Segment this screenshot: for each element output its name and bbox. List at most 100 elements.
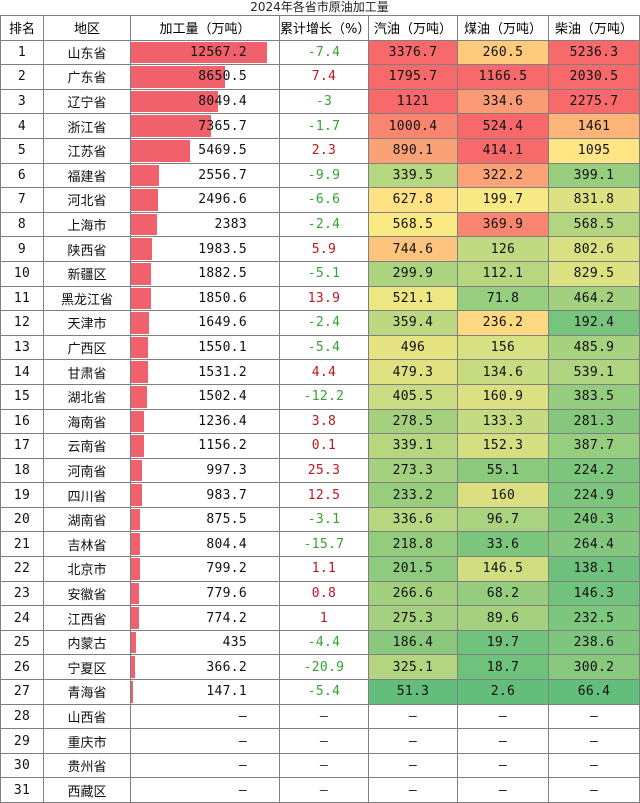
- processing-bar: [131, 656, 135, 679]
- processing-bar: [131, 164, 159, 187]
- growth-cell: -7.4: [279, 39, 369, 66]
- rank-cell: 22: [0, 556, 44, 582]
- kerosene-cell: 160: [457, 482, 549, 508]
- gasoline-cell: –: [368, 703, 458, 730]
- processing-cell: 875.5: [130, 506, 280, 533]
- growth-cell: -2.4: [279, 211, 369, 238]
- region-cell: 重庆市: [43, 728, 131, 754]
- processing-cell: 5469.5: [130, 137, 280, 164]
- processing-cell: 1502.4: [130, 383, 280, 410]
- processing-bar: [131, 41, 268, 64]
- diesel-cell: 300.2: [548, 654, 640, 681]
- processing-cell: 1156.2: [130, 433, 280, 459]
- region-cell: 福建省: [43, 162, 131, 189]
- header-rank: 排名: [0, 15, 44, 41]
- kerosene-cell: 19.7: [457, 629, 549, 656]
- region-cell: 甘肃省: [43, 359, 131, 385]
- growth-cell: 2.3: [279, 137, 369, 164]
- gasoline-cell: 201.5: [368, 556, 458, 582]
- processing-bar: [131, 631, 136, 654]
- processing-bar: [131, 681, 133, 703]
- growth-cell: 1: [279, 605, 369, 631]
- kerosene-cell: 524.4: [457, 113, 549, 139]
- rank-cell: 5: [0, 137, 44, 164]
- processing-cell: 2383: [130, 211, 280, 238]
- processing-value: 12567.2: [190, 44, 247, 60]
- region-cell: 西藏区: [43, 777, 131, 803]
- table-row: 26 宁夏区 366.2 -20.9 325.1 18.7 300.2: [0, 654, 640, 681]
- kerosene-cell: 2.6: [457, 679, 549, 705]
- growth-cell: 5.9: [279, 236, 369, 262]
- region-cell: 陕西省: [43, 236, 131, 262]
- processing-value: 997.3: [206, 462, 247, 478]
- processing-cell: 997.3: [130, 457, 280, 484]
- kerosene-cell: 260.5: [457, 39, 549, 66]
- table-row: 6 福建省 2556.7 -9.9 339.5 322.2 399.1: [0, 162, 640, 189]
- processing-bar: [131, 435, 144, 457]
- processing-cell: 435: [130, 629, 280, 656]
- diesel-cell: 1461: [548, 113, 640, 139]
- kerosene-cell: 152.3: [457, 433, 549, 459]
- processing-value: 1649.6: [198, 315, 247, 331]
- gasoline-cell: 521.1: [368, 285, 458, 312]
- rank-cell: 10: [0, 260, 44, 287]
- processing-cell: 779.6: [130, 580, 280, 607]
- processing-cell: 1649.6: [130, 310, 280, 336]
- processing-value: 366.2: [206, 659, 247, 675]
- table-row: 16 海南省 1236.4 3.8 278.5 133.3 281.3: [0, 408, 640, 435]
- processing-value: 147.1: [206, 684, 247, 700]
- processing-value: 8650.5: [198, 69, 247, 85]
- table-row: 13 广西区 1550.1 -5.4 496 156 485.9: [0, 334, 640, 361]
- rank-cell: 13: [0, 334, 44, 361]
- processing-value: 7365.7: [198, 118, 247, 134]
- processing-bar: [131, 607, 140, 629]
- kerosene-cell: 199.7: [457, 187, 549, 213]
- region-cell: 浙江省: [43, 113, 131, 139]
- processing-value: 1882.5: [198, 266, 247, 282]
- kerosene-cell: 236.2: [457, 310, 549, 336]
- diesel-cell: 2275.7: [548, 88, 640, 115]
- processing-bar: [131, 336, 148, 359]
- growth-cell: -9.9: [279, 162, 369, 189]
- region-cell: 辽宁省: [43, 88, 131, 115]
- processing-bar: [131, 213, 157, 236]
- kerosene-cell: 134.6: [457, 359, 549, 385]
- diesel-cell: 383.5: [548, 383, 640, 410]
- processing-cell: 804.4: [130, 531, 280, 558]
- growth-cell: 1.1: [279, 556, 369, 582]
- region-cell: 四川省: [43, 482, 131, 508]
- processing-bar: [131, 238, 153, 260]
- rank-cell: 21: [0, 531, 44, 558]
- processing-bar: [131, 508, 141, 531]
- growth-cell: -5.4: [279, 679, 369, 705]
- table-row: 29 重庆市 – – – – –: [0, 728, 640, 754]
- kerosene-cell: 33.6: [457, 531, 549, 558]
- table-row: 9 陕西省 1983.5 5.9 744.6 126 802.6: [0, 236, 640, 262]
- kerosene-cell: 322.2: [457, 162, 549, 189]
- diesel-cell: 281.3: [548, 408, 640, 435]
- growth-cell: 12.5: [279, 482, 369, 508]
- growth-cell: -12.2: [279, 383, 369, 410]
- growth-cell: 7.4: [279, 64, 369, 90]
- processing-bar: [131, 312, 149, 334]
- growth-cell: –: [279, 752, 369, 779]
- region-cell: 河北省: [43, 187, 131, 213]
- growth-cell: -20.9: [279, 654, 369, 681]
- kerosene-cell: –: [457, 703, 549, 730]
- processing-value: –: [238, 758, 247, 774]
- table-row: 18 河南省 997.3 25.3 273.3 55.1 224.2: [0, 457, 640, 484]
- rank-cell: 1: [0, 39, 44, 66]
- rank-cell: 8: [0, 211, 44, 238]
- region-cell: 河南省: [43, 457, 131, 484]
- rank-cell: 9: [0, 236, 44, 262]
- processing-bar: [131, 459, 142, 482]
- growth-cell: -3: [279, 88, 369, 115]
- rank-cell: 7: [0, 187, 44, 213]
- header-processing: 加工量（万吨）: [130, 15, 280, 41]
- processing-value: 1983.5: [198, 241, 247, 257]
- rank-cell: 31: [0, 777, 44, 803]
- region-cell: 新疆区: [43, 260, 131, 287]
- table-row: 5 江苏省 5469.5 2.3 890.1 414.1 1095: [0, 137, 640, 164]
- gasoline-cell: 627.8: [368, 187, 458, 213]
- table-row: 28 山西省 – – – – –: [0, 703, 640, 730]
